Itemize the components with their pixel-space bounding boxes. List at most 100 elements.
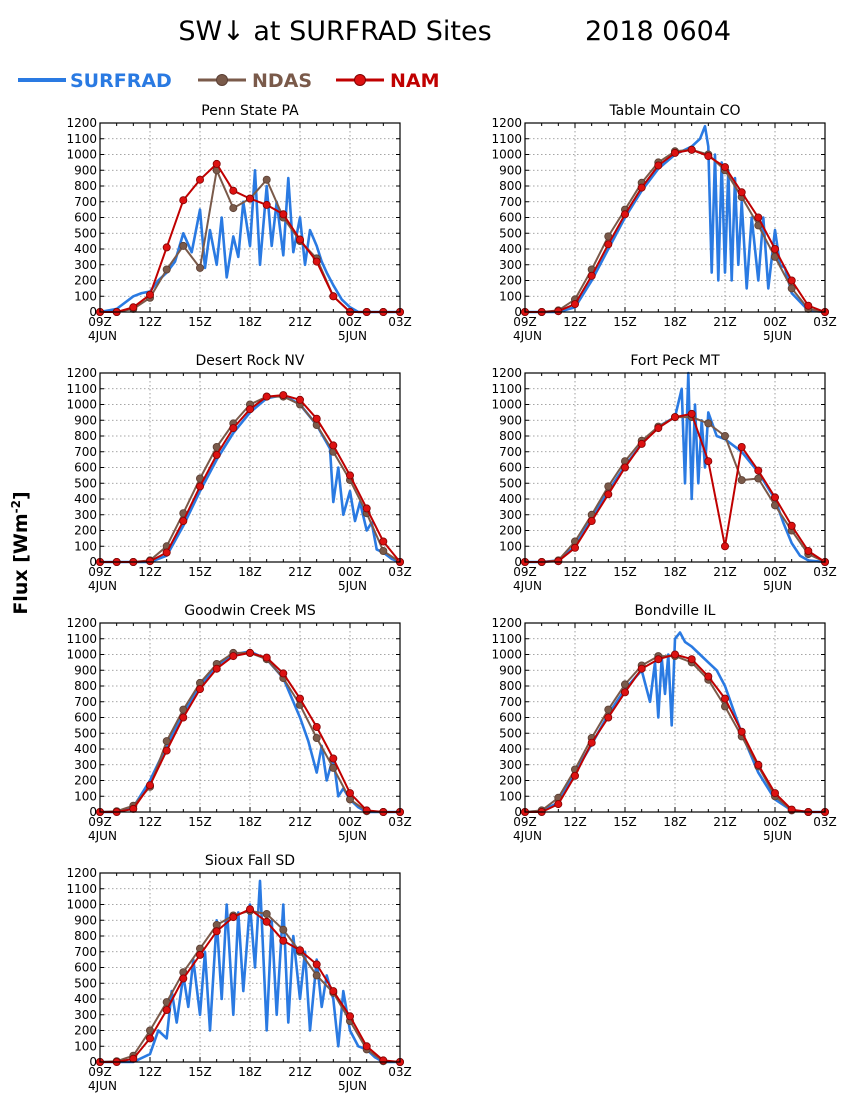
y-tick-label: 1200: [66, 366, 97, 380]
point-nam: [162, 1006, 171, 1015]
y-tick-label: 900: [74, 913, 97, 927]
point-nam: [621, 463, 630, 472]
y-tick-label: 300: [74, 258, 97, 272]
y-tick-label: 1200: [491, 116, 522, 130]
point-nam: [245, 905, 254, 914]
point-nam: [129, 303, 138, 312]
legend: SURFRAD NDAS NAM: [18, 70, 440, 92]
point-nam: [379, 537, 388, 546]
x-date-label: 5JUN: [338, 1079, 367, 1093]
point-ndas: [704, 419, 713, 428]
y-tick-label: 300: [74, 508, 97, 522]
y-tick-label: 600: [499, 711, 522, 725]
point-nam: [721, 694, 730, 703]
y-tick-label: 400: [74, 992, 97, 1006]
y-tick-label: 900: [499, 663, 522, 677]
x-tick-label: 09Z: [513, 315, 537, 329]
y-tick-label: 100: [499, 289, 522, 303]
x-tick-label: 15Z: [188, 815, 212, 829]
x-tick-label: 15Z: [188, 1065, 212, 1079]
y-tick-label: 600: [74, 711, 97, 725]
x-tick-label: 09Z: [513, 815, 537, 829]
y-tick-label: 300: [74, 1008, 97, 1022]
point-nam: [721, 163, 730, 172]
point-nam: [637, 439, 646, 448]
panel-frame: [99, 872, 401, 1063]
x-date-label: 4JUN: [88, 1079, 117, 1093]
y-tick-label: 800: [499, 179, 522, 193]
x-tick-label: 21Z: [713, 565, 737, 579]
panel-frame: [524, 122, 826, 313]
legend-label-surfrad: SURFRAD: [70, 70, 172, 92]
x-date-label: 4JUN: [513, 829, 542, 843]
point-ndas: [604, 705, 613, 714]
point-nam: [362, 806, 371, 815]
y-tick-label: 1200: [491, 366, 522, 380]
point-nam: [621, 210, 630, 219]
y-tick-label: 200: [74, 524, 97, 538]
panel-bondville-il: Bondville IL0100200300400500600700800900…: [491, 603, 836, 843]
point-nam: [212, 927, 221, 936]
y-tick-label: 1200: [66, 616, 97, 630]
y-tick-label: 1200: [66, 116, 97, 130]
x-tick-label: 15Z: [613, 315, 637, 329]
y-tick-label: 200: [74, 1024, 97, 1038]
point-nam: [604, 240, 613, 249]
point-nam: [345, 789, 354, 798]
y-tick-label: 700: [74, 695, 97, 709]
y-tick-label: 1100: [491, 132, 522, 146]
y-tick-label: 1000: [66, 398, 97, 412]
y-tick-label: 300: [74, 758, 97, 772]
point-nam: [737, 442, 746, 451]
x-tick-label: 18Z: [238, 1065, 262, 1079]
point-ndas: [721, 431, 730, 440]
y-tick-label: 800: [499, 679, 522, 693]
point-nam: [737, 727, 746, 736]
point-nam: [312, 414, 321, 423]
y-tick-label: 600: [74, 961, 97, 975]
point-nam: [245, 405, 254, 414]
panel-table-mountain-co: Table Mountain CO01002003004005006007008…: [491, 103, 836, 343]
y-tick-label: 200: [499, 524, 522, 538]
point-ndas: [312, 971, 321, 980]
point-nam: [671, 148, 680, 157]
x-date-label: 5JUN: [338, 329, 367, 343]
y-tick-label: 1200: [491, 616, 522, 630]
point-nam: [754, 466, 763, 475]
x-tick-label: 12Z: [563, 315, 587, 329]
y-tick-label: 600: [74, 211, 97, 225]
y-tick-label: 1100: [66, 132, 97, 146]
point-nam: [687, 655, 696, 664]
point-nam: [329, 441, 338, 450]
figure-title: SW↓ at SURFRAD Sites: [178, 16, 491, 47]
point-ndas: [262, 910, 271, 919]
panel-title: Desert Rock NV: [196, 353, 305, 369]
y-tick-label: 100: [499, 789, 522, 803]
point-nam: [129, 1054, 138, 1063]
panel-title: Fort Peck MT: [630, 353, 720, 369]
point-nam: [587, 271, 596, 280]
point-ndas: [195, 263, 204, 272]
point-nam: [145, 1034, 154, 1043]
y-tick-label: 500: [499, 226, 522, 240]
panel-frame: [99, 372, 401, 563]
y-tick-label: 100: [74, 289, 97, 303]
point-nam: [621, 688, 630, 697]
y-tick-label: 300: [499, 258, 522, 272]
point-nam: [329, 754, 338, 763]
panel-title: Goodwin Creek MS: [184, 603, 316, 619]
y-tick-label: 1000: [491, 148, 522, 162]
point-nam: [554, 800, 563, 809]
point-nam: [571, 300, 580, 309]
x-tick-label: 09Z: [513, 565, 537, 579]
point-nam: [345, 1012, 354, 1021]
point-nam: [312, 257, 321, 266]
point-nam: [312, 960, 321, 969]
point-nam: [262, 917, 271, 926]
point-nam: [329, 987, 338, 996]
y-tick-label: 300: [499, 758, 522, 772]
point-nam: [295, 946, 304, 955]
y-tick-label: 500: [499, 476, 522, 490]
point-nam: [145, 290, 154, 299]
point-ndas: [279, 925, 288, 934]
